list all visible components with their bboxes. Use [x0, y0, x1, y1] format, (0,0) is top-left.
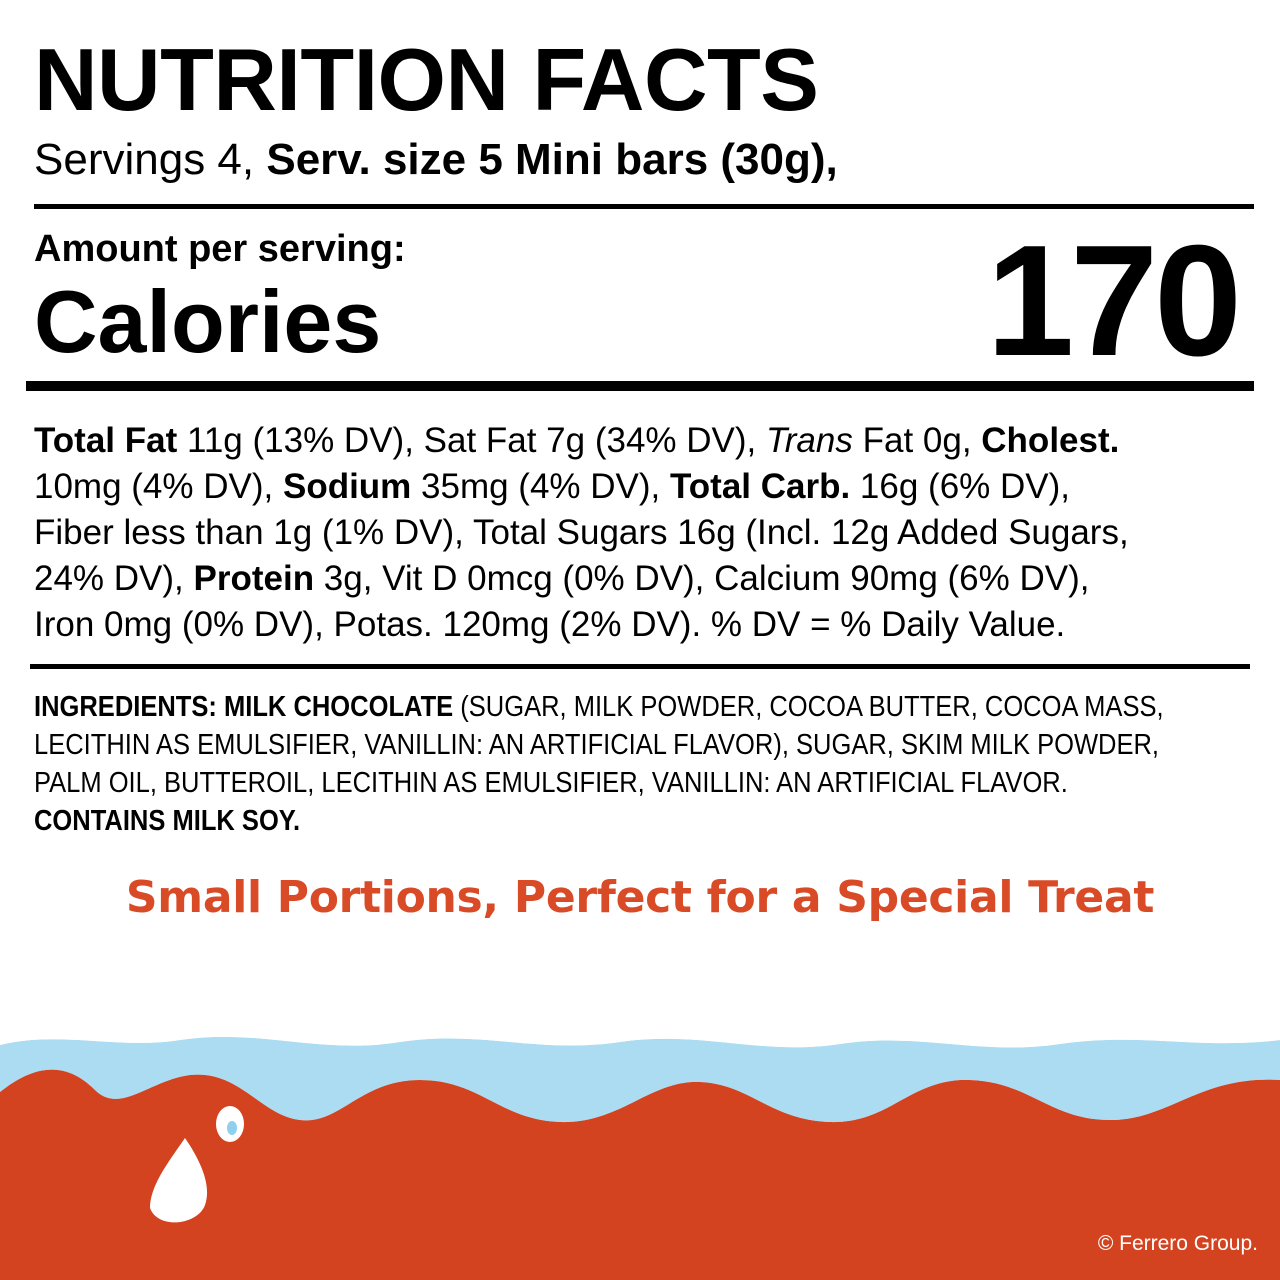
nutrient-line: Fiber less than 1g (1% DV), Total Sugars… [34, 510, 1249, 556]
nutrient-line: 24% DV), Protein 3g, Vit D 0mcg (0% DV),… [34, 556, 1249, 602]
divider-calories [26, 381, 1254, 391]
nutrient-line-segment: Iron 0mg (0% DV), Potas. 120mg (2% DV). … [34, 605, 1066, 644]
ingredient-line-segment: CONTAINS MILK SOY. [34, 805, 301, 837]
ingredient-line: CONTAINS MILK SOY. [34, 802, 1112, 840]
ingredient-line: INGREDIENTS: MILK CHOCOLATE (SUGAR, MILK… [34, 688, 1164, 726]
nutrient-line-segment: 11g (13% DV), Sat Fat 7g (34% DV), [177, 421, 766, 460]
nutrient-line: 10mg (4% DV), Sodium 35mg (4% DV), Total… [34, 464, 1249, 510]
nutrient-line-segment: Cholest. [981, 421, 1120, 460]
nutrient-line: Iron 0mg (0% DV), Potas. 120mg (2% DV). … [34, 602, 1249, 648]
nutrient-line-segment: 10mg (4% DV), [34, 467, 283, 506]
milk-top [0, 1020, 1280, 1048]
ingredient-line-segment: PALM OIL, BUTTEROIL, LECITHIN AS EMULSIF… [34, 767, 1068, 799]
amount-per-serving-label: Amount per serving: [34, 228, 406, 270]
ingredient-line-segment: (SUGAR, MILK POWDER, COCOA BUTTER, COCOA… [453, 691, 1164, 723]
milk-droplet-icon [150, 1106, 244, 1223]
ingredient-line: PALM OIL, BUTTEROIL, LECITHIN AS EMULSIF… [34, 764, 1112, 802]
milk-wave-decoration [0, 1020, 1280, 1280]
nutrient-line-segment: Fat 0g, [852, 421, 982, 460]
nutrient-line-segment: 16g (6% DV), [850, 467, 1071, 506]
ingredient-line: LECITHIN AS EMULSIFIER, VANILLIN: AN ART… [34, 726, 1159, 764]
nutrient-line-segment: Total Carb. [670, 467, 851, 506]
nutrient-line-segment: 3g, Vit D 0mcg (0% DV), Calcium 90mg (6%… [314, 559, 1090, 598]
nutrient-line-segment: Fiber less than 1g (1% DV), Total Sugars… [34, 513, 1129, 552]
chocolate-base [0, 1069, 1280, 1280]
servings-count: Servings 4, [34, 135, 267, 184]
servings-line: Servings 4, Serv. size 5 Mini bars (30g)… [34, 135, 838, 184]
nutrient-line-segment: Total Fat [34, 421, 178, 460]
ingredients-list: INGREDIENTS: MILK CHOCOLATE (SUGAR, MILK… [34, 688, 1164, 840]
ingredient-line-segment: LECITHIN AS EMULSIFIER, VANILLIN: AN ART… [34, 729, 1160, 761]
milk-band [0, 1036, 1280, 1123]
panel-title: NUTRITION FACTS [34, 30, 819, 129]
nutrient-list: Total Fat 11g (13% DV), Sat Fat 7g (34% … [34, 418, 1249, 648]
calories-label: Calories [34, 272, 382, 371]
nutrient-line-segment: 24% DV), [34, 559, 194, 598]
nutrient-line-segment: Trans [766, 421, 853, 460]
tagline: Small Portions, Perfect for a Special Tr… [125, 872, 1155, 923]
calories-value: 170 [986, 213, 1242, 389]
divider-ingredients [30, 664, 1250, 669]
nutrient-line: Total Fat 11g (13% DV), Sat Fat 7g (34% … [34, 418, 1249, 464]
nutrient-line-segment: Protein [193, 559, 315, 598]
ingredient-line-segment: INGREDIENTS: MILK CHOCOLATE [34, 691, 454, 723]
nutrient-line-segment: 35mg (4% DV), [411, 467, 670, 506]
copyright-notice: © Ferrero Group. [1097, 1232, 1258, 1255]
serving-size: Serv. size 5 Mini bars (30g), [266, 135, 838, 184]
divider-top [34, 204, 1254, 209]
nutrient-line-segment: Sodium [282, 467, 412, 506]
